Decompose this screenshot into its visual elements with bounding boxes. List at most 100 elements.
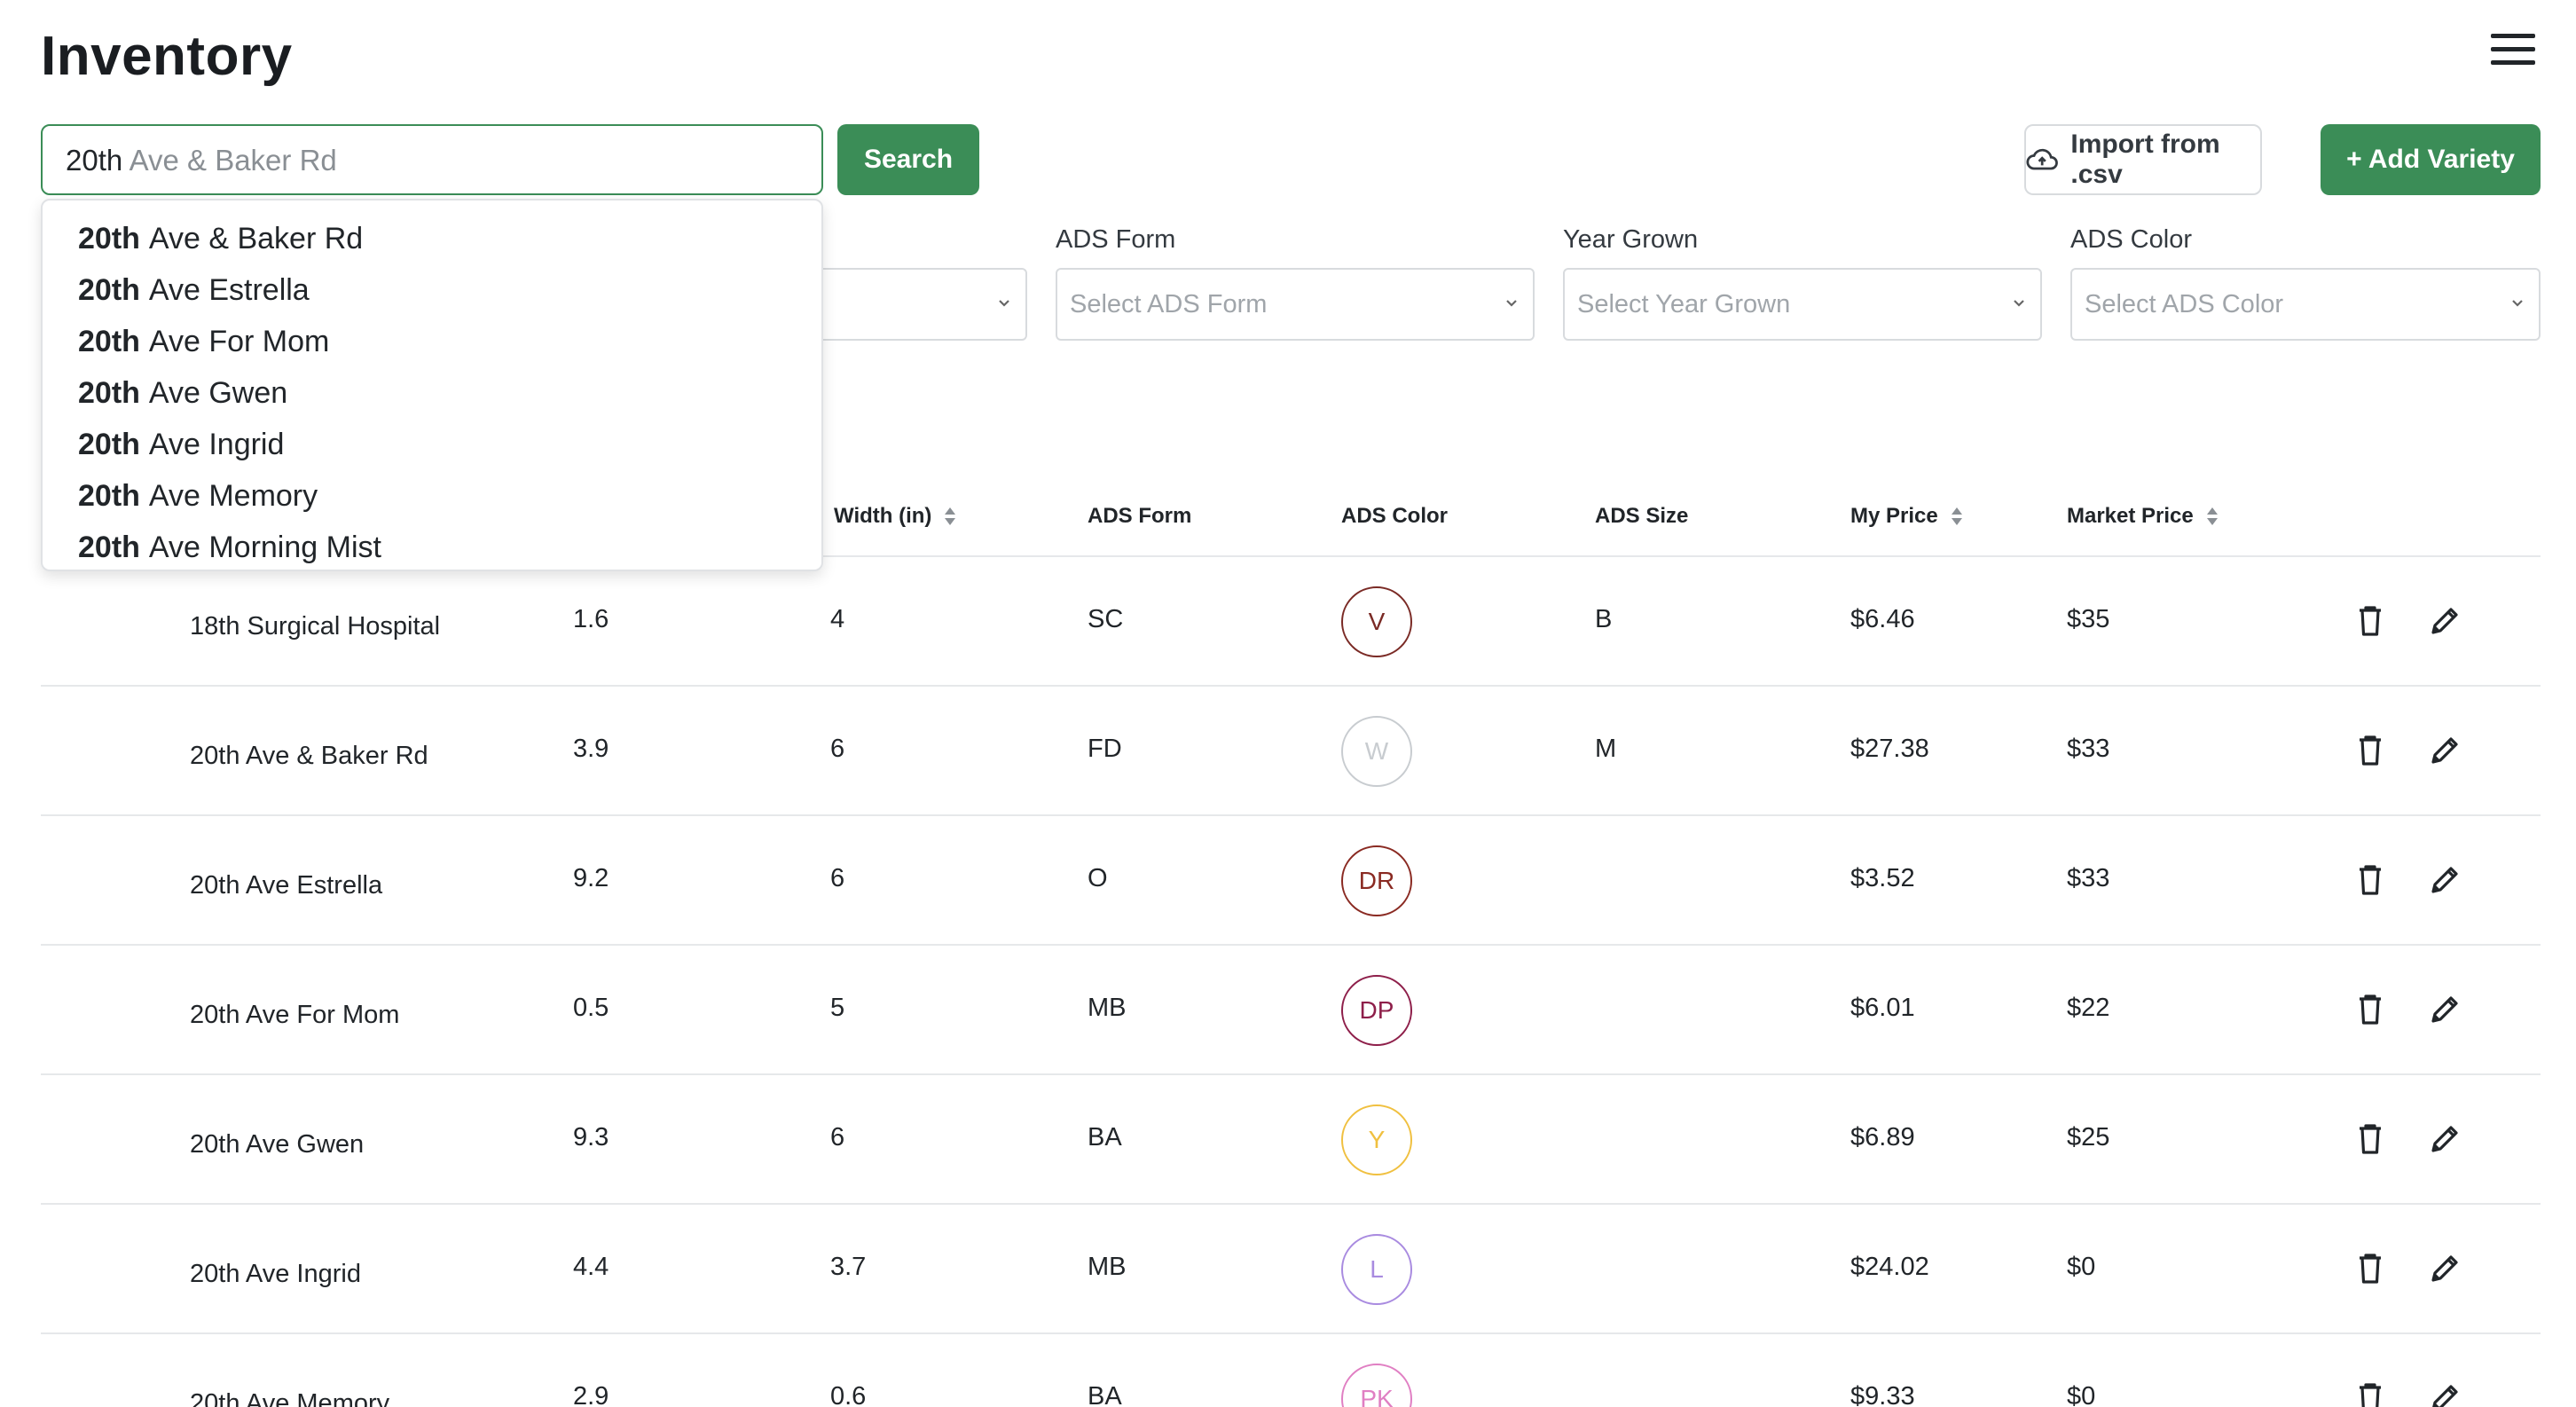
trash-icon[interactable] [2351, 601, 2390, 641]
filter-select-ads-color-value: Select ADS Color [2085, 289, 2284, 318]
height-value: 1.6 [573, 605, 609, 633]
ads-form-value: BA [1088, 1382, 1122, 1407]
trash-icon[interactable] [2351, 731, 2390, 770]
sort-icon [2206, 507, 2218, 525]
search-field[interactable]: 20th Ave & Baker Rd [41, 124, 823, 195]
column-header-width[interactable]: Width (in) [834, 504, 958, 529]
width-value: 5 [830, 994, 845, 1022]
autocomplete-option[interactable]: 20th Ave Estrella [43, 264, 821, 316]
trash-icon[interactable] [2351, 861, 2390, 900]
pencil-icon[interactable] [2425, 731, 2464, 770]
autocomplete-option-rest: Ave Gwen [148, 375, 288, 410]
variety-name: 20th Ave Ingrid [190, 1260, 361, 1288]
ads-size-value: B [1595, 605, 1613, 633]
pencil-icon[interactable] [2425, 1120, 2464, 1159]
autocomplete-option-match: 20th [78, 375, 140, 410]
market-price-value: $35 [2067, 605, 2110, 633]
autocomplete-option-rest: Ave Morning Mist [148, 530, 381, 564]
ads-form-value: SC [1088, 605, 1124, 633]
column-header-my-price[interactable]: My Price [1850, 504, 1965, 529]
autocomplete-option-rest: Ave Memory [148, 478, 318, 513]
table-row: 20th Ave For Mom 0.5 5 MB DP $6.01 $22 [41, 946, 2541, 1075]
import-csv-button[interactable]: Import from .csv [2024, 124, 2262, 195]
pencil-icon[interactable] [2425, 601, 2464, 641]
my-price-value: $6.89 [1850, 1123, 1915, 1152]
my-price-value: $24.02 [1850, 1253, 1929, 1281]
chevron-down-icon [2014, 300, 2024, 307]
autocomplete-option-match: 20th [78, 272, 140, 307]
height-value: 2.9 [573, 1382, 609, 1407]
height-value: 4.4 [573, 1253, 609, 1281]
chevron-down-icon [2512, 300, 2523, 307]
filter-select-ads-color[interactable]: Select ADS Color [2070, 268, 2541, 341]
width-value: 3.7 [830, 1253, 867, 1281]
autocomplete-option[interactable]: 20th Ave & Baker Rd [43, 213, 821, 264]
my-price-value: $6.46 [1850, 605, 1915, 633]
width-value: 0.6 [830, 1382, 867, 1407]
pencil-icon[interactable] [2425, 1249, 2464, 1288]
hamburger-icon[interactable] [2491, 34, 2535, 66]
variety-name: 20th Ave For Mom [190, 1001, 400, 1029]
table-row: 18th Surgical Hospital 1.6 4 SC V B $6.46 $35 [41, 557, 2541, 687]
autocomplete-option[interactable]: 20th Ave For Mom [43, 316, 821, 367]
filter-select-year-grown[interactable]: Select Year Grown [1563, 268, 2042, 341]
add-variety-button[interactable]: + Add Variety [2321, 124, 2541, 195]
trash-icon[interactable] [2351, 990, 2390, 1029]
height-value: 9.2 [573, 864, 609, 892]
autocomplete-option-match: 20th [78, 478, 140, 513]
width-value: 6 [830, 864, 845, 892]
ads-form-value: MB [1088, 1253, 1127, 1281]
autocomplete-option[interactable]: 20th Ave Ingrid [43, 419, 821, 470]
filter-label-year-grown: Year Grown [1563, 225, 1699, 254]
ads-color-badge: V [1341, 586, 1412, 657]
table-header-divider [41, 555, 2541, 557]
table-row: 20th Ave & Baker Rd 3.9 6 FD W M $27.38 $33 [41, 687, 2541, 816]
height-value: 0.5 [573, 994, 609, 1022]
chevron-down-icon [999, 300, 1009, 307]
import-csv-label: Import from .csv [2070, 130, 2220, 189]
column-header-width-label: Width (in) [834, 504, 932, 528]
market-price-value: $33 [2067, 735, 2110, 763]
autocomplete-option[interactable]: 20th Ave Gwen [43, 367, 821, 419]
ads-color-badge: PK [1341, 1364, 1412, 1407]
autocomplete-option-rest: Ave & Baker Rd [148, 221, 364, 255]
width-value: 6 [830, 1123, 845, 1152]
filter-select-ads-form[interactable]: Select ADS Form [1056, 268, 1535, 341]
column-header-my-price-label: My Price [1850, 504, 1938, 528]
my-price-value: $27.38 [1850, 735, 1929, 763]
autocomplete-option-match: 20th [78, 324, 140, 358]
my-price-value: $9.33 [1850, 1382, 1915, 1407]
column-header-market-price[interactable]: Market Price [2067, 504, 2220, 529]
ads-size-value: M [1595, 735, 1617, 763]
market-price-value: $25 [2067, 1123, 2110, 1152]
trash-icon[interactable] [2351, 1120, 2390, 1159]
pencil-icon[interactable] [2425, 1379, 2464, 1407]
market-price-value: $33 [2067, 864, 2110, 892]
pencil-icon[interactable] [2425, 990, 2464, 1029]
my-price-value: $3.52 [1850, 864, 1915, 892]
market-price-value: $0 [2067, 1382, 2096, 1407]
variety-name: 20th Ave Memory [190, 1389, 390, 1407]
ads-form-value: MB [1088, 994, 1127, 1022]
search-typed-text: 20th [66, 144, 123, 177]
autocomplete-option[interactable]: 20th Ave Morning Mist [43, 522, 821, 573]
variety-name: 20th Ave Gwen [190, 1130, 365, 1159]
autocomplete-option[interactable]: 20th Ave Memory [43, 470, 821, 522]
ads-color-badge: Y [1341, 1104, 1412, 1175]
filter-label-ads-color: ADS Color [2070, 225, 2192, 254]
trash-icon[interactable] [2351, 1379, 2390, 1407]
table-row: 20th Ave Ingrid 4.4 3.7 MB L $24.02 $0 [41, 1205, 2541, 1334]
width-value: 4 [830, 605, 845, 633]
width-value: 6 [830, 735, 845, 763]
column-header-ads-size: ADS Size [1595, 504, 1689, 528]
trash-icon[interactable] [2351, 1249, 2390, 1288]
autocomplete-option-rest: Ave Estrella [148, 272, 310, 307]
autocomplete-option-match: 20th [78, 221, 140, 255]
market-price-value: $0 [2067, 1253, 2096, 1281]
search-value: 20th Ave & Baker Rd [66, 144, 337, 177]
page-title: Inventory [41, 26, 293, 87]
search-button[interactable]: Search [837, 124, 979, 195]
column-header-ads-color: ADS Color [1341, 504, 1448, 528]
pencil-icon[interactable] [2425, 861, 2464, 900]
variety-name: 20th Ave Estrella [190, 871, 383, 900]
